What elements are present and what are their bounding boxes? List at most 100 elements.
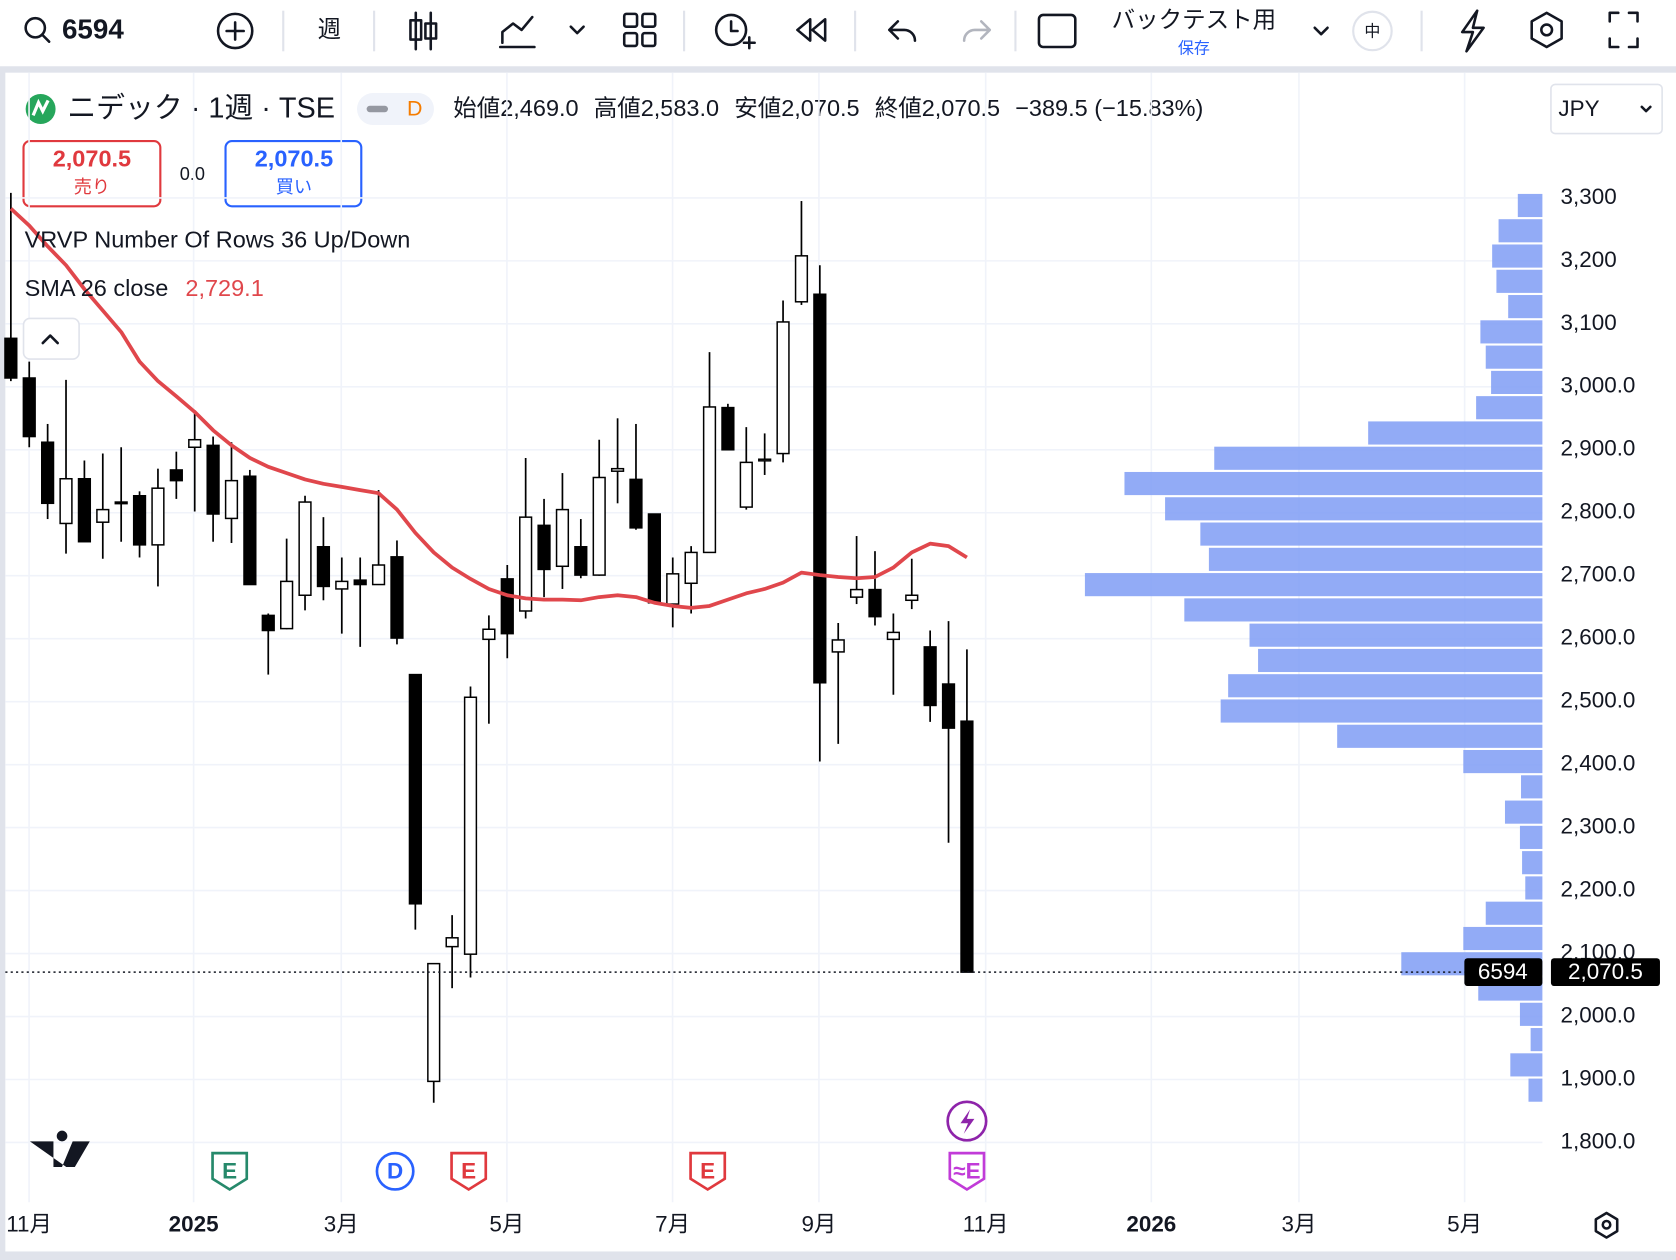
ohlc-label: 終値 [875,95,922,121]
candle-body [702,406,717,554]
y-tick-label: 2,500.0 [1561,688,1636,713]
profile-bar [1337,724,1543,748]
currency: JPY [1558,96,1599,121]
candle-body [114,501,128,505]
profile-bar [1530,1028,1543,1052]
profile-bar [1220,699,1543,723]
interval[interactable]: 週 [317,16,341,42]
candle-body [482,628,496,641]
y-tick-label: 3,100 [1561,310,1617,335]
redo-icon[interactable] [962,20,992,42]
candle-body [169,469,183,482]
x-tick-label: 11月 [6,1212,52,1237]
undo-icon[interactable] [888,20,917,42]
alert-icon-detail [729,20,756,50]
candle-body [188,438,202,449]
event-badge [211,1151,249,1192]
candle-body [298,501,312,596]
currency-select[interactable] [1550,83,1663,135]
layout-icon[interactable] [622,12,639,28]
alert-icon[interactable] [714,13,748,47]
candle-body [335,580,349,590]
search-icon[interactable] [24,16,47,39]
candle-body [408,673,422,905]
collapse-button[interactable] [22,317,80,360]
symbol[interactable]: 6594 [62,13,124,44]
fullscreen-icon[interactable] [1608,11,1639,49]
indicators-icon[interactable] [498,15,536,49]
quick-search-icon[interactable] [1460,9,1485,53]
y-tick-label: 3,300 [1561,184,1617,209]
x-tick-label: 5月 [489,1212,524,1237]
sell-button[interactable] [22,140,162,208]
candle-body [537,524,551,571]
dropdown[interactable] [569,25,585,35]
profile-bar [1525,876,1543,900]
candle-body [868,588,882,618]
profile-bar [1165,497,1543,521]
badge-pill [357,92,434,126]
chart-type-icon[interactable] [414,11,433,51]
layout-name[interactable]: バックテスト用 [1112,7,1277,33]
candle-body [721,406,735,451]
x-tick-label: 11月 [963,1212,1009,1237]
candle-body [776,321,790,455]
instrument[interactable]: ニデック · 1週 · TSE [67,93,335,125]
candle-body [353,579,367,586]
candle-body [647,513,661,604]
y-tick-label: 3,200 [1561,247,1617,272]
settings-icon-center [1540,23,1554,37]
language-button[interactable] [1352,10,1393,52]
profile-bar [1522,851,1543,875]
profile-name[interactable]: VRVP Number Of Rows 36 Up/Down [25,227,411,253]
candle-body [555,508,570,568]
profile-bar [1480,320,1543,344]
buy-button[interactable] [224,140,363,208]
profile-bar [1200,522,1543,546]
add-symbol[interactable] [216,12,254,50]
ohlc-label: 安値 [734,95,781,121]
axis-settings-center [1601,1219,1612,1230]
y-tick-label: 1,900.0 [1561,1065,1636,1090]
chart-type-icon-body [424,22,438,40]
y-tick-label: 3,000.0 [1561,373,1636,398]
tv-logo [29,1130,90,1168]
layout-box[interactable] [1037,13,1077,49]
y-tick-label: 2,300.0 [1561,814,1636,839]
candle-body [941,683,956,729]
profile-bar [1491,370,1543,394]
symbol-label: 6594 [1478,959,1528,984]
candle-body [390,556,404,639]
candle-body [261,614,275,632]
dropdown [1640,105,1652,113]
sell-label: 売り [74,177,110,197]
settings-icon[interactable] [1530,11,1563,49]
price-label-box [1550,958,1660,987]
y-tick-label: 1,800.0 [1561,1128,1636,1153]
profile-bar [1258,648,1543,673]
event-label: D [387,1158,403,1183]
profile-bar [1084,573,1543,597]
profile-bar [1208,547,1543,571]
badge: D [407,97,422,121]
candle-body [831,639,845,653]
dropdown[interactable] [1313,26,1329,36]
profile-bar [1476,396,1543,420]
sma-name[interactable]: SMA 26 close [25,275,169,301]
candle-body [41,441,55,505]
indicator-legend: VRVP Number Of Rows 36 Up/Down SMA 26 cl… [22,227,1619,1239]
candle-body [923,646,937,707]
candle-body [592,476,606,576]
replay-icon[interactable] [796,17,827,42]
event-badge [450,1151,488,1192]
axis-settings-icon[interactable] [1594,1211,1619,1239]
event-badge [948,1151,986,1192]
profile-bar [1498,219,1543,243]
y-tick-label: 2,200.0 [1561,877,1636,902]
candle-body [666,573,680,605]
candle-body [206,444,220,515]
profile-bar [1496,269,1543,293]
candle-body [427,962,441,1083]
y-tick-label: 2,000.0 [1561,1002,1636,1027]
